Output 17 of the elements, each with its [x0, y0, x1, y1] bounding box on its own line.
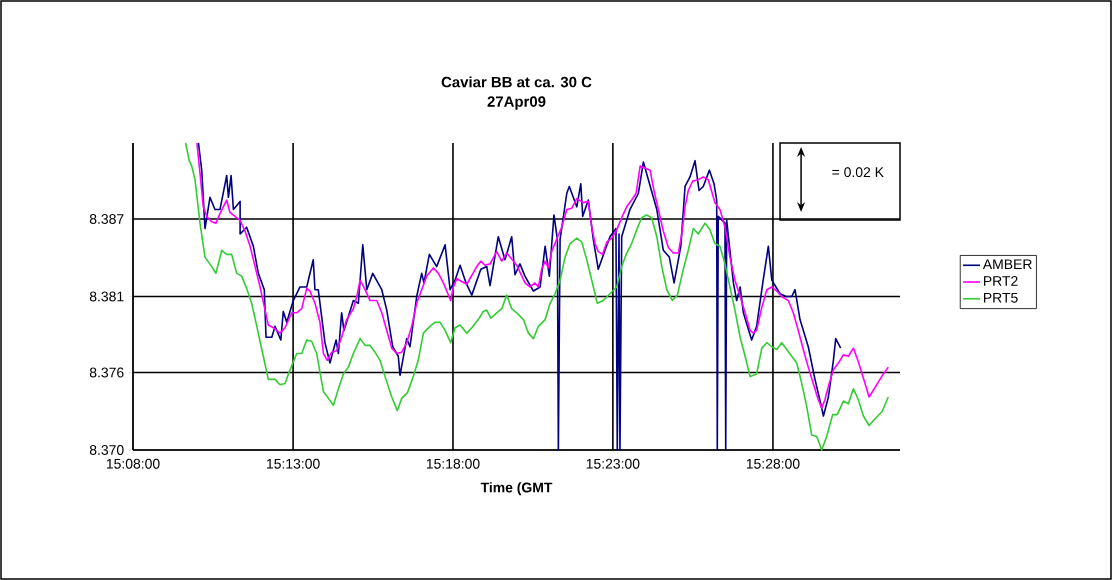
y-tick-label: 8.387 — [89, 214, 124, 224]
line-series — [196, 142, 890, 409]
legend-label: PRT2 — [983, 276, 1018, 286]
y-tick-label: 8.376 — [89, 367, 124, 378]
x-axis-title: Time (GMT — [480, 482, 553, 496]
chart-subtitle: 27Apr09 — [487, 96, 546, 110]
y-tick-label: 8.370 — [89, 445, 124, 455]
x-tick-label: 15:18:00 — [426, 458, 480, 469]
legend-label: AMBER — [982, 259, 1032, 270]
chart-title: Caviar BB at ca. 30 C — [441, 76, 592, 88]
x-tick-label: 15:28:00 — [746, 458, 800, 469]
x-tick-label: 15:13:00 — [267, 458, 320, 469]
annotation: = 0.02 K — [832, 167, 884, 178]
legend-label: PRT5 — [983, 292, 1018, 303]
y-tick-label: 8.381 — [89, 291, 124, 302]
x-tick-label: 15:08:00 — [106, 458, 160, 469]
x-tick-label: 15:23:00 — [586, 458, 640, 469]
